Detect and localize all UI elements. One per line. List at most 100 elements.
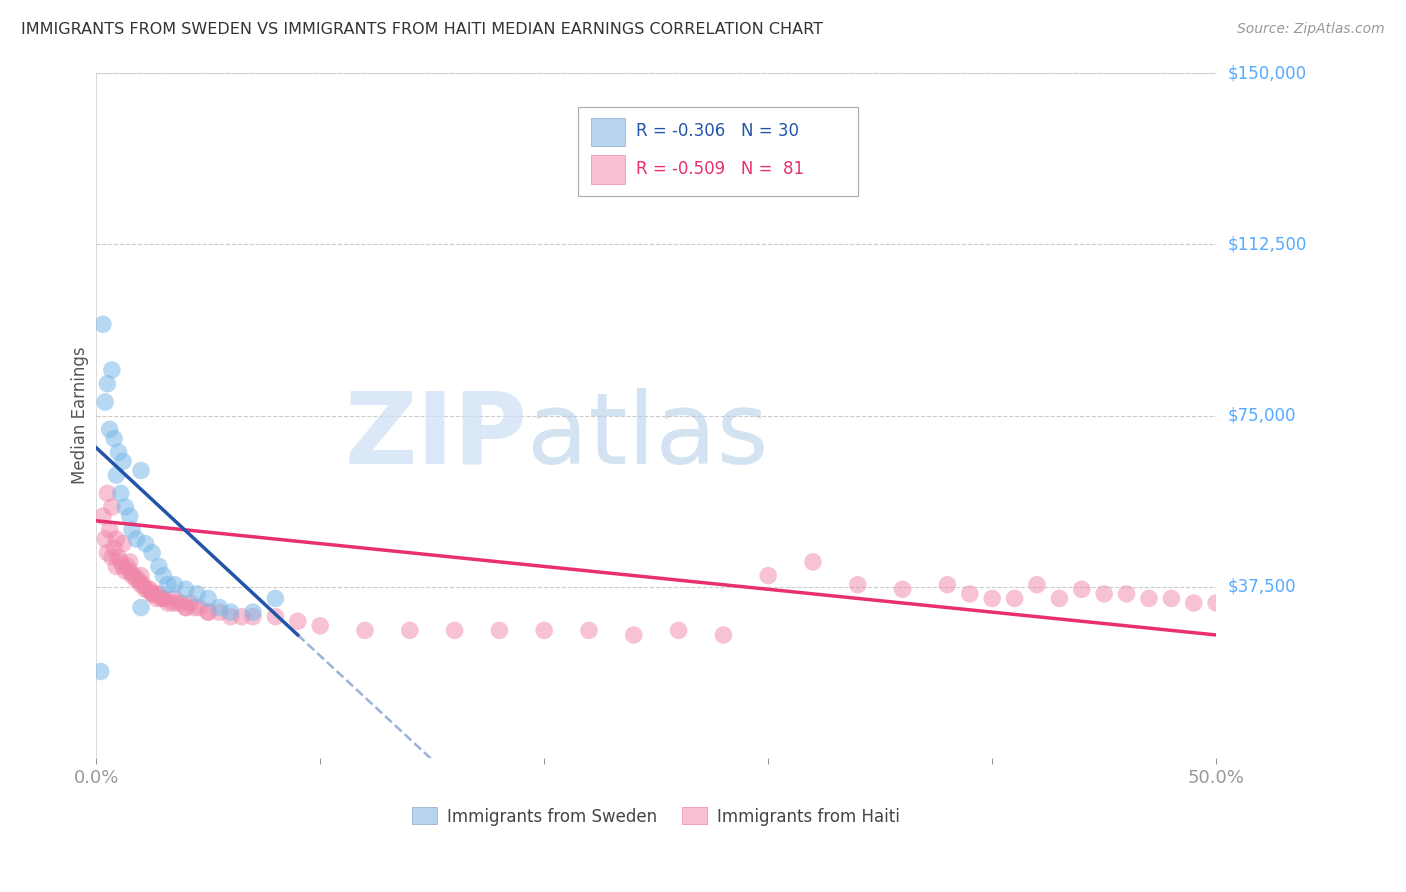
Point	[117, 559, 139, 574]
Point	[121, 523, 143, 537]
Point	[139, 582, 162, 597]
Point	[91, 509, 114, 524]
Bar	[591, 118, 624, 146]
Point	[219, 609, 242, 624]
Text: $75,000: $75,000	[1227, 407, 1296, 425]
Point	[533, 624, 555, 638]
Point	[1115, 587, 1137, 601]
Point	[136, 582, 159, 597]
Point	[174, 600, 197, 615]
Point	[623, 628, 645, 642]
Text: IMMIGRANTS FROM SWEDEN VS IMMIGRANTS FROM HAITI MEDIAN EARNINGS CORRELATION CHAR: IMMIGRANTS FROM SWEDEN VS IMMIGRANTS FRO…	[21, 22, 823, 37]
Point	[711, 628, 734, 642]
Text: ZIP: ZIP	[344, 388, 527, 484]
Point	[1004, 591, 1026, 606]
Point	[141, 587, 163, 601]
Point	[94, 532, 117, 546]
Point	[309, 619, 332, 633]
Point	[90, 665, 112, 679]
Point	[103, 432, 125, 446]
Point	[264, 591, 287, 606]
Point	[121, 568, 143, 582]
Point	[143, 587, 166, 601]
Point	[101, 550, 124, 565]
Point	[145, 591, 167, 606]
Text: Source: ZipAtlas.com: Source: ZipAtlas.com	[1237, 22, 1385, 37]
Legend: Immigrants from Sweden, Immigrants from Haiti: Immigrants from Sweden, Immigrants from …	[405, 801, 907, 832]
Point	[148, 587, 170, 601]
Point	[118, 564, 141, 578]
Point	[398, 624, 420, 638]
Point	[101, 500, 124, 514]
Point	[488, 624, 510, 638]
Point	[186, 587, 208, 601]
Point	[208, 605, 231, 619]
Point	[242, 605, 264, 619]
Point	[166, 596, 188, 610]
Point	[128, 573, 150, 587]
Point	[162, 596, 184, 610]
Point	[141, 587, 163, 601]
Point	[122, 568, 145, 582]
Point	[114, 564, 136, 578]
Text: atlas: atlas	[527, 388, 769, 484]
Point	[107, 445, 129, 459]
Point	[156, 578, 179, 592]
Point	[1160, 591, 1182, 606]
Point	[134, 536, 156, 550]
Point	[219, 605, 242, 619]
Text: R = -0.509   N =  81: R = -0.509 N = 81	[636, 160, 804, 178]
Point	[125, 532, 148, 546]
Bar	[591, 155, 624, 184]
Point	[936, 578, 959, 592]
Point	[163, 578, 186, 592]
Y-axis label: Median Earnings: Median Earnings	[72, 347, 89, 484]
Point	[668, 624, 690, 638]
Point	[287, 614, 309, 628]
Point	[114, 500, 136, 514]
Point	[107, 550, 129, 565]
Point	[152, 568, 174, 582]
Text: $150,000: $150,000	[1227, 64, 1306, 82]
Point	[112, 559, 135, 574]
Point	[110, 486, 132, 500]
Point	[174, 600, 197, 615]
Point	[105, 532, 128, 546]
Point	[1137, 591, 1160, 606]
Point	[96, 546, 118, 560]
Point	[156, 596, 179, 610]
Point	[170, 596, 193, 610]
Point	[242, 609, 264, 624]
Point	[179, 596, 201, 610]
Point	[105, 468, 128, 483]
Point	[96, 486, 118, 500]
Point	[110, 555, 132, 569]
Point	[152, 591, 174, 606]
Point	[801, 555, 824, 569]
Point	[129, 578, 152, 592]
Point	[118, 509, 141, 524]
Point	[96, 376, 118, 391]
Point	[1205, 596, 1227, 610]
Point	[129, 600, 152, 615]
Point	[443, 624, 465, 638]
Point	[231, 609, 253, 624]
Point	[163, 591, 186, 606]
Point	[103, 541, 125, 556]
Point	[125, 573, 148, 587]
Text: R = -0.306   N = 30: R = -0.306 N = 30	[636, 122, 799, 140]
Point	[354, 624, 377, 638]
Point	[891, 582, 914, 597]
Bar	[578, 107, 858, 196]
Point	[981, 591, 1004, 606]
Point	[112, 454, 135, 468]
Point	[148, 559, 170, 574]
Point	[152, 591, 174, 606]
Point	[112, 536, 135, 550]
Point	[208, 600, 231, 615]
Point	[174, 582, 197, 597]
Point	[1026, 578, 1049, 592]
Point	[959, 587, 981, 601]
Point	[264, 609, 287, 624]
Point	[150, 591, 173, 606]
